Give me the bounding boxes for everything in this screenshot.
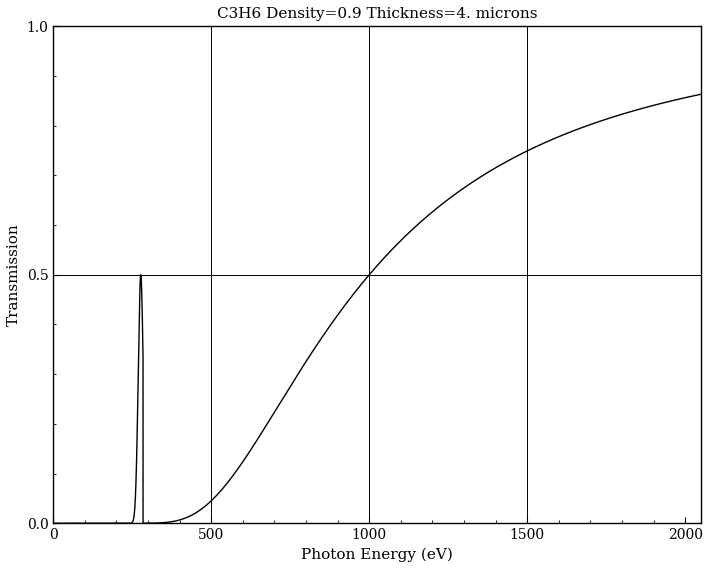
X-axis label: Photon Energy (eV): Photon Energy (eV) bbox=[301, 548, 453, 562]
Y-axis label: Transmission: Transmission bbox=[7, 224, 21, 326]
Title: C3H6 Density=0.9 Thickness=4. microns: C3H6 Density=0.9 Thickness=4. microns bbox=[217, 7, 538, 21]
